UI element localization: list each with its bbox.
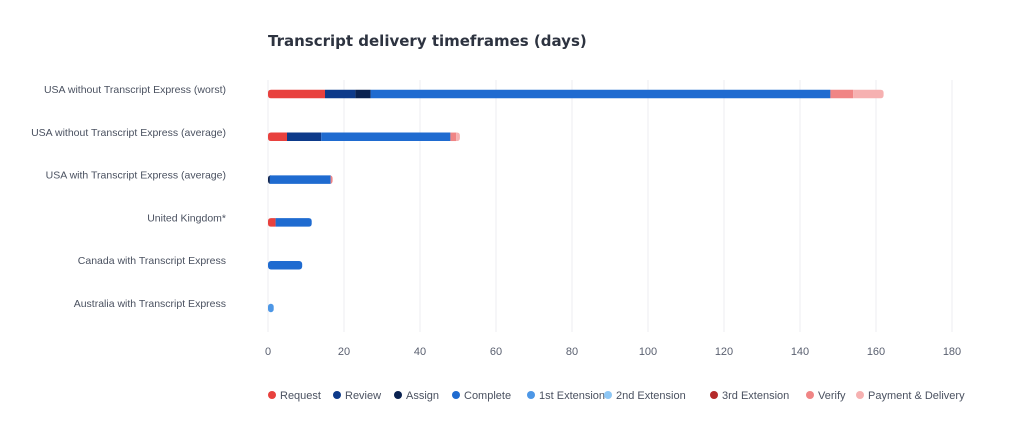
chart-title: Transcript delivery timeframes (days)	[268, 32, 587, 50]
x-tick-label: 60	[490, 346, 502, 358]
gridlines	[267, 80, 953, 332]
bar-segment	[268, 89, 325, 99]
bar-segment	[325, 89, 356, 99]
bar-segment	[370, 89, 831, 99]
legend-swatch	[710, 391, 718, 399]
bar-segment	[853, 89, 884, 99]
legend-label: Complete	[464, 390, 511, 402]
bar-segment	[830, 89, 854, 99]
bar-segment	[269, 175, 331, 184]
bar-segment	[268, 132, 287, 142]
legend: Request Review Assign Complete 1st Extension…	[268, 390, 965, 402]
x-tick-label: 100	[639, 346, 657, 358]
x-axis-ticks: 0 20 40 60 80 100 120 140 160 180	[265, 346, 961, 358]
bar-segment	[268, 260, 303, 270]
bar-segment	[287, 132, 322, 142]
legend-swatch	[452, 391, 460, 399]
bars	[268, 89, 884, 313]
category-label: USA without Transcript Express (worst)	[44, 84, 226, 96]
bar-segment	[321, 132, 451, 142]
x-tick-label: 180	[943, 346, 961, 358]
x-tick-label: 0	[265, 346, 271, 358]
bar-segment	[355, 89, 371, 99]
x-tick-label: 80	[566, 346, 578, 358]
legend-label: Assign	[406, 390, 439, 402]
x-tick-label: 120	[715, 346, 733, 358]
legend-swatch	[527, 391, 535, 399]
category-label: Canada with Transcript Express	[78, 255, 226, 267]
bar-segment	[268, 218, 276, 227]
legend-label: 2nd Extension	[616, 390, 686, 402]
legend-swatch	[856, 391, 864, 399]
x-tick-label: 160	[867, 346, 885, 358]
category-labels: USA without Transcript Express (worst) US…	[31, 84, 226, 310]
legend-swatch	[333, 391, 341, 399]
x-tick-label: 40	[414, 346, 426, 358]
category-label: USA with Transcript Express (average)	[46, 170, 226, 182]
x-tick-label: 140	[791, 346, 809, 358]
bar-segment	[329, 175, 333, 184]
bar-segment	[268, 303, 274, 313]
legend-swatch	[268, 391, 276, 399]
legend-label: Verify	[818, 390, 846, 402]
x-tick-label: 20	[338, 346, 350, 358]
legend-label: 1st Extension	[539, 390, 605, 402]
legend-swatch	[806, 391, 814, 399]
legend-label: Payment & Delivery	[868, 390, 965, 402]
category-label: USA without Transcript Express (average)	[31, 127, 226, 139]
bar-segment	[450, 132, 457, 142]
legend-swatch	[604, 391, 612, 399]
category-label: Australia with Transcript Express	[74, 298, 226, 310]
category-label: United Kingdom*	[147, 212, 226, 224]
bar-segment	[456, 132, 460, 142]
legend-label: Request	[280, 390, 321, 402]
legend-label: 3rd Extension	[722, 390, 789, 402]
legend-swatch	[394, 391, 402, 399]
bar-segment	[275, 218, 312, 227]
legend-label: Review	[345, 390, 381, 402]
bar-segment	[268, 175, 271, 184]
